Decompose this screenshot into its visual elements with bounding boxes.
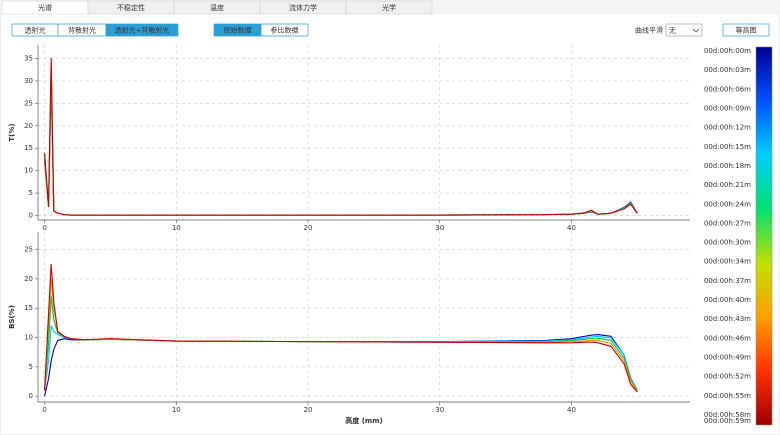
tab-label[interactable]: 温度 xyxy=(210,3,224,12)
colorbar-label: 00d:00h:43m xyxy=(704,315,751,323)
x-axis-title: 高度 (mm) xyxy=(345,416,382,425)
y-tick-label: 15 xyxy=(24,304,33,312)
colorbar-label: 00d:00h:12m xyxy=(704,124,751,132)
y-tick-label: 10 xyxy=(24,334,33,342)
toggle-button[interactable] xyxy=(105,23,179,37)
y-tick-label: 20 xyxy=(24,122,33,130)
smoothing-value[interactable]: 无 xyxy=(669,27,676,35)
tab-label[interactable]: 光谱 xyxy=(38,3,52,12)
colorbar-label: 00d:00h:27m xyxy=(704,219,751,227)
colorbar-label: 00d:00h:18m xyxy=(704,162,751,170)
contour-button[interactable] xyxy=(722,23,770,37)
colorbar xyxy=(755,46,773,426)
y-tick-label: 35 xyxy=(24,54,33,62)
y-axis-title: BS(%) xyxy=(8,305,16,329)
x-tick-label: 40 xyxy=(567,406,576,414)
colorbar-label: 00d:00h:37m xyxy=(704,277,751,285)
x-tick-label: 30 xyxy=(435,406,444,414)
colorbar-label: 00d:00h:52m xyxy=(704,373,751,381)
colorbar-label: 00d:00h:58m xyxy=(704,411,751,419)
contour-label[interactable]: 等高图 xyxy=(736,26,757,35)
colorbar-label: 00d:00h:40m xyxy=(704,296,751,304)
y-tick-label: 20 xyxy=(24,275,33,283)
toggle-label[interactable]: 背散射光 xyxy=(68,26,96,35)
toggle-label[interactable]: 透射光+背散射光 xyxy=(115,26,170,35)
toggle-label[interactable]: 参比数据 xyxy=(271,26,299,35)
y-tick-label: 15 xyxy=(24,144,33,152)
y-tick-label: 10 xyxy=(24,167,33,175)
x-tick-label: 30 xyxy=(435,224,444,232)
tab-label[interactable]: 光学 xyxy=(382,3,396,12)
x-tick-label: 20 xyxy=(304,406,313,414)
axis-line xyxy=(37,232,690,403)
colorbar-label: 00d:00h:15m xyxy=(704,143,751,151)
smoothing-label: 曲线平滑 xyxy=(635,26,663,35)
y-tick-label: 30 xyxy=(24,77,33,85)
y-tick-label: 5 xyxy=(29,189,33,197)
tab-label[interactable]: 流体力学 xyxy=(289,3,317,12)
colorbar-label: 00d:00h:46m xyxy=(704,334,751,342)
select-arrow[interactable] xyxy=(692,28,700,33)
colorbar-label: 00d:00h:30m xyxy=(704,239,751,247)
colorbar-label: 00d:00h:34m xyxy=(704,258,751,266)
y-tick-label: 0 xyxy=(29,212,33,220)
x-tick-label: 0 xyxy=(42,224,46,232)
colorbar-label: 00d:00h:00m xyxy=(704,47,751,55)
axis-line xyxy=(37,45,690,221)
colorbar-label: 00d:00h:09m xyxy=(704,104,751,112)
colorbar-label: 00d:00h:21m xyxy=(704,181,751,189)
colorbar-label: 00d:00h:59m xyxy=(704,417,751,425)
x-tick-label: 0 xyxy=(42,406,46,414)
data-line xyxy=(44,57,638,216)
x-tick-label: 40 xyxy=(567,224,576,232)
tab-label[interactable]: 不稳定性 xyxy=(117,3,145,12)
x-tick-label: 10 xyxy=(172,224,181,232)
y-tick-label: 0 xyxy=(29,392,33,400)
toggle-label[interactable]: 透射光 xyxy=(25,26,46,35)
x-tick-label: 20 xyxy=(304,224,313,232)
colorbar-label: 00d:00h:49m xyxy=(704,354,751,362)
y-tick-label: 25 xyxy=(24,99,33,107)
y-axis-title: T(%) xyxy=(8,123,16,141)
toggle-label[interactable]: 原始数据 xyxy=(224,26,252,35)
colorbar-label: 00d:00h:55m xyxy=(704,392,751,400)
colorbar-label: 00d:00h:24m xyxy=(704,200,751,208)
data-line xyxy=(44,263,638,393)
tab[interactable] xyxy=(345,0,433,15)
colorbar-label: 00d:00h:06m xyxy=(704,85,751,93)
toggle-button[interactable] xyxy=(260,23,309,37)
x-tick-label: 10 xyxy=(172,406,181,414)
y-tick-label: 25 xyxy=(24,246,33,254)
y-tick-label: 5 xyxy=(29,363,33,371)
colorbar-label: 00d:00h:03m xyxy=(704,66,751,74)
smoothing-select[interactable] xyxy=(665,23,703,37)
